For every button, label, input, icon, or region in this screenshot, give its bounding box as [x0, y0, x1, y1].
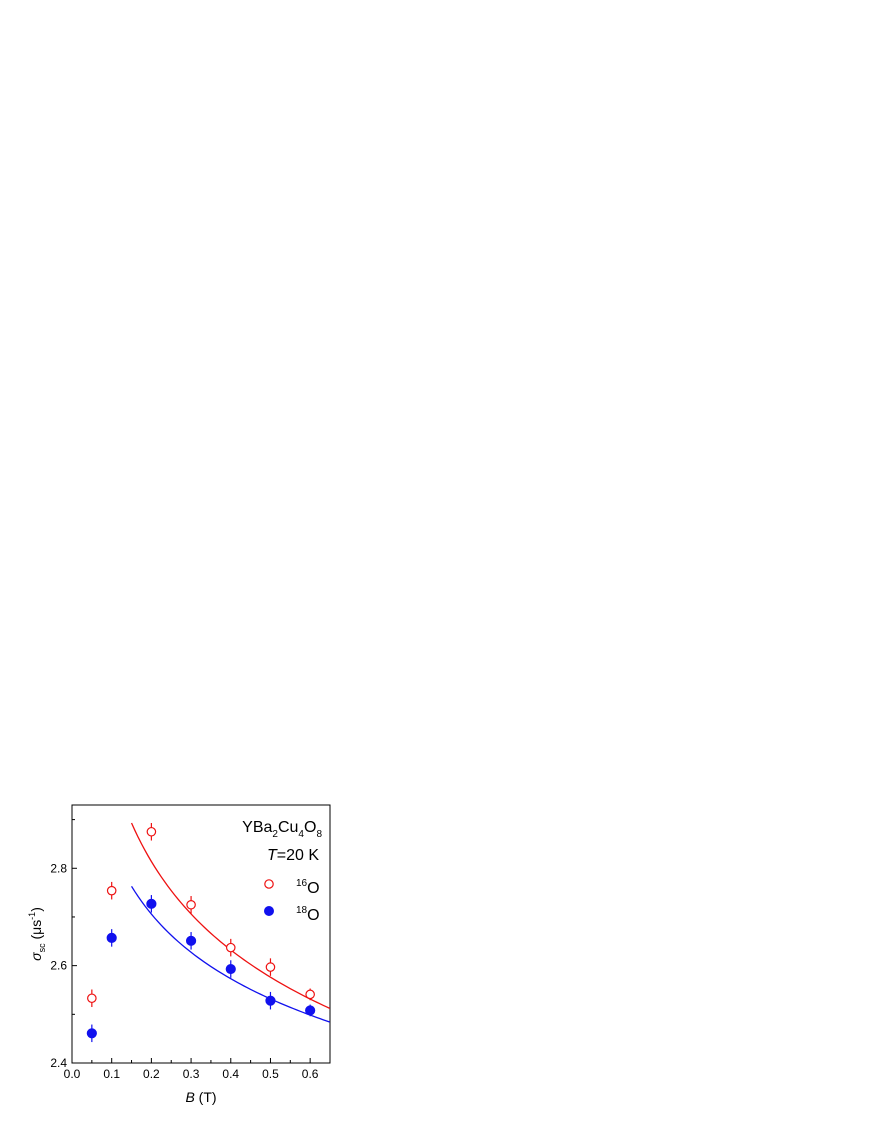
fit-line-18O	[130, 885, 330, 1023]
data-point-18O	[106, 932, 117, 943]
data-point-16O	[186, 899, 196, 910]
y-ticks: 2.4 2.6 2.8	[50, 819, 77, 1070]
x-tick-label: 0.6	[302, 1067, 319, 1081]
data-point-18O	[86, 1028, 97, 1039]
data-point-16O	[265, 962, 276, 972]
plot-frame	[71, 804, 331, 1064]
data-point-16O	[106, 885, 117, 896]
x-tick-label: 0.1	[103, 1067, 120, 1081]
x-tick-label: 0.0	[64, 1067, 81, 1081]
legend-marker-18O	[264, 906, 274, 916]
data-point-16O	[87, 993, 97, 1004]
data-point-18O	[225, 963, 236, 975]
data-point-18O	[185, 935, 197, 946]
data-point-16O	[225, 942, 236, 953]
data-point-16O	[305, 989, 315, 1000]
data-point-18O	[305, 1005, 316, 1016]
temperature-annotation: T=20 K	[267, 847, 319, 864]
data-point-18O	[146, 898, 157, 909]
x-tick-label: 0.4	[222, 1067, 239, 1081]
legend-marker-16O	[264, 879, 274, 889]
y-tick-label: 2.6	[50, 959, 67, 973]
y-tick-label: 2.4	[50, 1056, 67, 1070]
legend: 16O 18O	[264, 878, 320, 924]
x-axis-label: B (T)	[185, 1089, 216, 1105]
compound-annotation: YBa2Cu4O8	[242, 819, 322, 840]
x-tick-label: 0.5	[262, 1067, 279, 1081]
data-point-18O	[265, 995, 276, 1006]
x-ticks: 0.0 0.1 0.2 0.3 0.4 0.5 0.6	[64, 1058, 319, 1081]
y-axis-label: σsc (μs-1)	[27, 907, 47, 961]
y-tick-label: 2.8	[50, 861, 67, 875]
data-points	[86, 823, 316, 1043]
data-point-16O	[146, 826, 157, 837]
x-tick-label: 0.3	[183, 1067, 200, 1081]
x-tick-label: 0.2	[143, 1067, 160, 1081]
legend-label-18O: 18O	[296, 905, 320, 924]
legend-label-16O: 16O	[296, 878, 320, 897]
